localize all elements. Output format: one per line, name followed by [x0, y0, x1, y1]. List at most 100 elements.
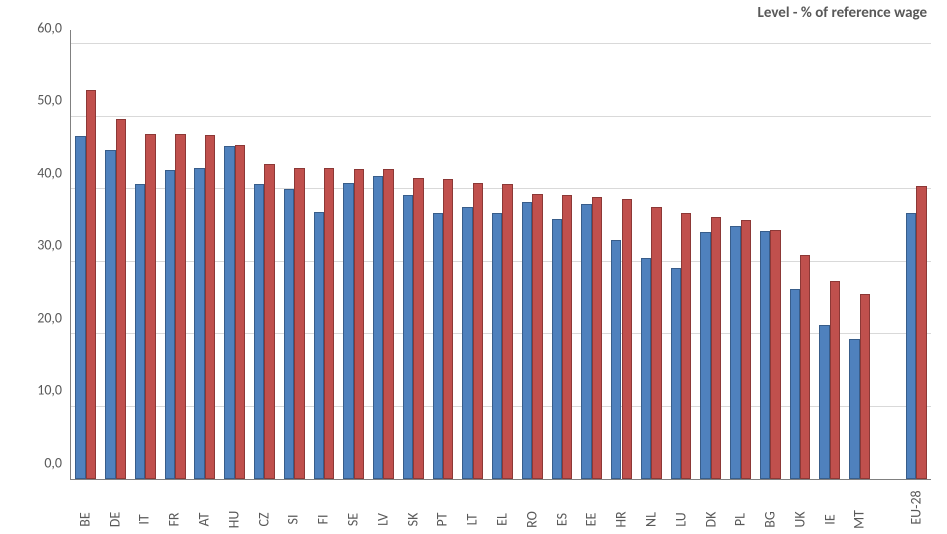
- x-tick-label: SI: [285, 515, 302, 525]
- x-tick-label: PL: [732, 513, 749, 526]
- bar: [860, 294, 870, 479]
- x-tick-label: EE: [583, 513, 600, 527]
- x-tick-label: SE: [345, 513, 362, 526]
- bar: [284, 189, 294, 479]
- bar-group: [369, 30, 399, 479]
- bar: [354, 169, 364, 479]
- bar: [730, 226, 740, 479]
- bar: [916, 186, 926, 479]
- x-tick-label: NL: [642, 512, 659, 527]
- bar: [224, 146, 234, 479]
- bar-group: [458, 30, 488, 479]
- y-tick-label: 30,0: [37, 237, 62, 254]
- bar-group: [815, 30, 845, 479]
- x-tick-label: CZ: [255, 512, 272, 526]
- bar: [473, 183, 483, 479]
- bar: [532, 194, 542, 479]
- bar: [562, 195, 572, 479]
- bar: [264, 164, 274, 479]
- bar: [819, 325, 829, 479]
- x-tick-label: HR: [613, 511, 630, 527]
- y-tick-label: 0,0: [44, 455, 62, 472]
- x-tick-label: SK: [404, 513, 421, 527]
- bar: [671, 268, 681, 479]
- bar-group: [160, 30, 190, 479]
- bar-group: [190, 30, 220, 479]
- bar-group: [517, 30, 547, 479]
- x-tick-label: DK: [702, 512, 719, 528]
- bar: [462, 207, 472, 479]
- y-tick-label: 40,0: [37, 164, 62, 181]
- x-tick-label: LV: [374, 513, 391, 526]
- bar-group: [845, 30, 875, 479]
- bar-group: [279, 30, 309, 479]
- bar-group: [577, 30, 607, 479]
- y-tick-label: 50,0: [37, 92, 62, 109]
- chart-title: Level - % of reference wage: [758, 4, 927, 22]
- bar-group: [398, 30, 428, 479]
- x-tick-label: IT: [136, 514, 153, 524]
- x-tick-label: BG: [762, 511, 779, 527]
- bar: [700, 232, 710, 479]
- bar: [294, 168, 304, 479]
- y-tick-label: 20,0: [37, 309, 62, 326]
- x-tick-label: EU-28: [908, 490, 925, 524]
- bars-layer: [71, 30, 931, 479]
- bar: [413, 178, 423, 479]
- bar: [205, 135, 215, 479]
- y-tick-label: 10,0: [37, 382, 62, 399]
- bar: [145, 134, 155, 479]
- bar-group: [309, 30, 339, 479]
- bar: [906, 213, 916, 479]
- bar: [760, 231, 770, 479]
- x-tick-label: LT: [464, 514, 481, 526]
- bar: [383, 169, 393, 479]
- bar: [314, 212, 324, 479]
- bar-group: [101, 30, 131, 479]
- bar-group: [71, 30, 101, 479]
- bar: [235, 145, 245, 479]
- x-tick-label: HU: [225, 511, 242, 529]
- x-tick-label: DE: [106, 512, 123, 527]
- bar: [849, 339, 859, 479]
- bar: [75, 136, 85, 479]
- bar-group: [755, 30, 785, 479]
- y-tick-label: 60,0: [37, 19, 62, 36]
- bar-group: [131, 30, 161, 479]
- x-tick-label: RO: [523, 511, 540, 528]
- bar: [800, 255, 810, 480]
- bar: [165, 170, 175, 479]
- x-tick-label: AT: [196, 513, 213, 527]
- x-tick-label: PT: [434, 513, 451, 527]
- x-tick-label: MT: [851, 510, 868, 529]
- bar: [711, 217, 721, 479]
- y-axis-labels: 0,010,020,030,040,050,060,0: [0, 30, 62, 480]
- bar: [552, 219, 562, 479]
- bar: [105, 150, 115, 480]
- bar-group: [428, 30, 458, 479]
- x-tick-label: LU: [672, 512, 689, 527]
- bar: [502, 184, 512, 479]
- x-tick-label: EL: [493, 513, 510, 526]
- bar: [403, 195, 413, 479]
- bar-group: [488, 30, 518, 479]
- bar: [741, 220, 751, 479]
- bar: [116, 119, 126, 479]
- bar: [790, 289, 800, 479]
- bar: [651, 207, 661, 479]
- bar: [770, 230, 780, 479]
- bar-group: [785, 30, 815, 479]
- plot-area: [70, 30, 931, 480]
- x-tick-label: BE: [76, 512, 93, 526]
- bar-group: [250, 30, 280, 479]
- bar-group: [696, 30, 726, 479]
- bar: [433, 213, 443, 480]
- bar: [175, 134, 185, 479]
- bar: [830, 281, 840, 479]
- bar: [443, 179, 453, 479]
- bar: [343, 183, 353, 479]
- x-tick-label: FR: [166, 512, 183, 526]
- bar: [373, 176, 383, 479]
- x-tick-label: UK: [791, 511, 808, 527]
- bar-group: [339, 30, 369, 479]
